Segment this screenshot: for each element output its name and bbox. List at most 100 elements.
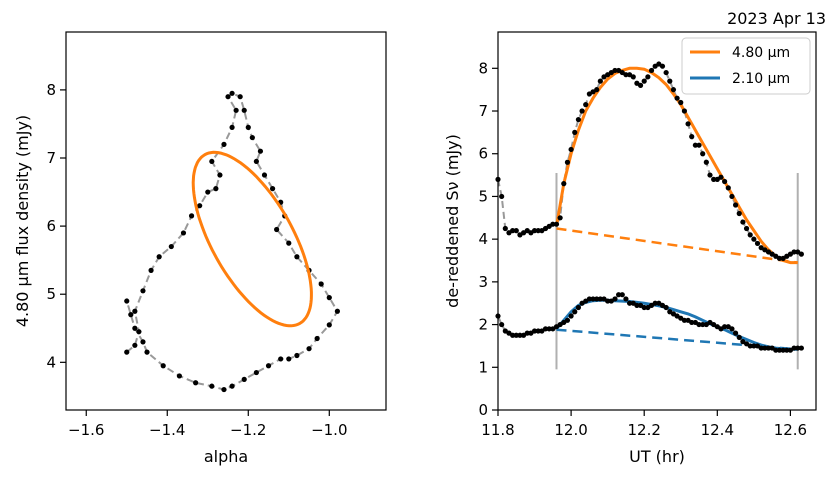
alpha-data-point <box>326 295 332 301</box>
observed-data-point <box>553 221 560 227</box>
observed-data-point <box>510 228 516 234</box>
observed-data-point <box>502 225 508 232</box>
observed-data-point <box>575 116 582 123</box>
observed-data-point <box>732 202 739 208</box>
left-ytick-label: 8 <box>46 81 56 99</box>
observed-data-point <box>568 146 574 153</box>
alpha-data-point <box>132 308 138 314</box>
alpha-data-point <box>209 158 215 165</box>
alpha-data-point <box>326 322 332 328</box>
alpha-data-point <box>168 243 174 250</box>
alpha-data-point <box>180 230 187 236</box>
right-ytick-label: 5 <box>478 187 488 205</box>
observed-data-point <box>630 74 636 80</box>
alpha-track-line <box>125 92 339 391</box>
observed-data-point <box>696 142 702 148</box>
observed-data-point <box>707 172 713 178</box>
left-ytick-label: 5 <box>46 285 56 303</box>
alpha-data-point <box>209 383 215 389</box>
observed-data-point <box>594 296 600 302</box>
right-plot-frame <box>497 31 817 411</box>
alpha-data-point <box>124 349 130 355</box>
observed-data-point <box>776 347 783 353</box>
alpha-data-point <box>278 356 284 362</box>
observed-data-point <box>762 345 768 351</box>
left-ytick-label: 6 <box>46 217 56 235</box>
observed-data-point <box>740 219 746 225</box>
observed-data-point <box>575 304 582 311</box>
alpha-data-point <box>249 134 255 141</box>
legend: 4.80 µm 2.10 µm <box>681 37 811 95</box>
date-label: 2023 Apr 13 <box>727 9 826 28</box>
observed-data-point <box>780 347 786 353</box>
observed-data-point <box>652 300 658 306</box>
phase-plot: −1.6 −1.4 −1.2 −1.0 4 5 6 7 8 alpha 4.80 µm flux… <box>13 31 387 466</box>
left-xlabel: alpha <box>204 447 248 466</box>
alpha-data-point <box>261 172 268 178</box>
observed-data-point <box>736 334 742 340</box>
observed-data-point <box>696 321 702 328</box>
observed-data-point <box>623 72 629 78</box>
phase-ellipse-model <box>191 150 313 328</box>
alpha-data-point <box>269 186 276 192</box>
alpha-data-point <box>144 349 150 355</box>
alpha-data-point <box>217 172 223 178</box>
left-xtick-label: −1.0 <box>311 421 347 439</box>
right-xtick-label: 12.4 <box>701 421 734 439</box>
observed-data-point <box>670 87 677 93</box>
alpha-data-point <box>213 186 219 192</box>
left-plot-frame <box>65 31 387 411</box>
alpha-data-point <box>188 213 195 219</box>
alpha-data-point <box>132 342 138 348</box>
right-xtick-label: 12.0 <box>554 421 587 439</box>
observed-data-point <box>616 292 622 298</box>
observed-data-point <box>619 292 625 298</box>
observed-data-point <box>663 69 669 76</box>
alpha-data-point <box>265 363 272 369</box>
observed-data-point <box>729 326 735 332</box>
observed-data-point <box>674 95 680 101</box>
alpha-data-point <box>148 267 154 273</box>
observed-data-point <box>751 343 757 349</box>
right-ytick-label: 7 <box>478 102 488 120</box>
observed-data-point <box>513 332 519 338</box>
observed-data-point <box>747 343 753 349</box>
observed-data-point <box>634 302 640 308</box>
alpha-data-point <box>221 141 227 147</box>
observed-data-point <box>550 221 556 227</box>
observed-data-point <box>612 296 618 302</box>
right-xtick-label: 12.2 <box>628 421 661 439</box>
right-xtick-label: 11.8 <box>481 421 514 439</box>
observed-data-point <box>572 129 578 135</box>
observed-data-point <box>586 296 592 302</box>
observed-data-point <box>732 330 739 336</box>
observed-data-point <box>681 317 688 323</box>
alpha-data-point <box>294 352 300 359</box>
observed-data-point <box>784 347 790 353</box>
observed-data-point <box>542 326 549 332</box>
observed-data-point <box>700 151 706 157</box>
observed-data-point <box>517 332 523 338</box>
legend-label-4-80: 4.80 µm <box>732 45 790 61</box>
right-ylabel: de-reddened Sν (mJy) <box>443 134 462 308</box>
alpha-data-point <box>229 90 235 96</box>
observed-data-point <box>637 82 644 88</box>
legend-label-2-10: 2.10 µm <box>732 71 790 87</box>
alpha-data-point <box>124 298 130 304</box>
right-ytick-label: 0 <box>478 401 488 419</box>
alpha-data-point <box>314 335 320 342</box>
left-ylabel: 4.80 µm flux density (mJy) <box>13 115 32 327</box>
observed-data-point <box>513 228 519 234</box>
alpha-data-point <box>160 363 166 369</box>
observed-data-point <box>758 345 764 351</box>
observed-data-point <box>711 176 717 182</box>
right-xtick-label: 12.6 <box>774 421 807 439</box>
model-curve <box>555 298 798 351</box>
observed-data-point <box>703 159 709 165</box>
right-ytick-label: 2 <box>478 316 488 334</box>
alpha-data-point <box>176 373 183 379</box>
observed-data-point <box>685 121 691 127</box>
alpha-data-point <box>286 240 292 246</box>
alpha-data-point <box>241 107 247 113</box>
